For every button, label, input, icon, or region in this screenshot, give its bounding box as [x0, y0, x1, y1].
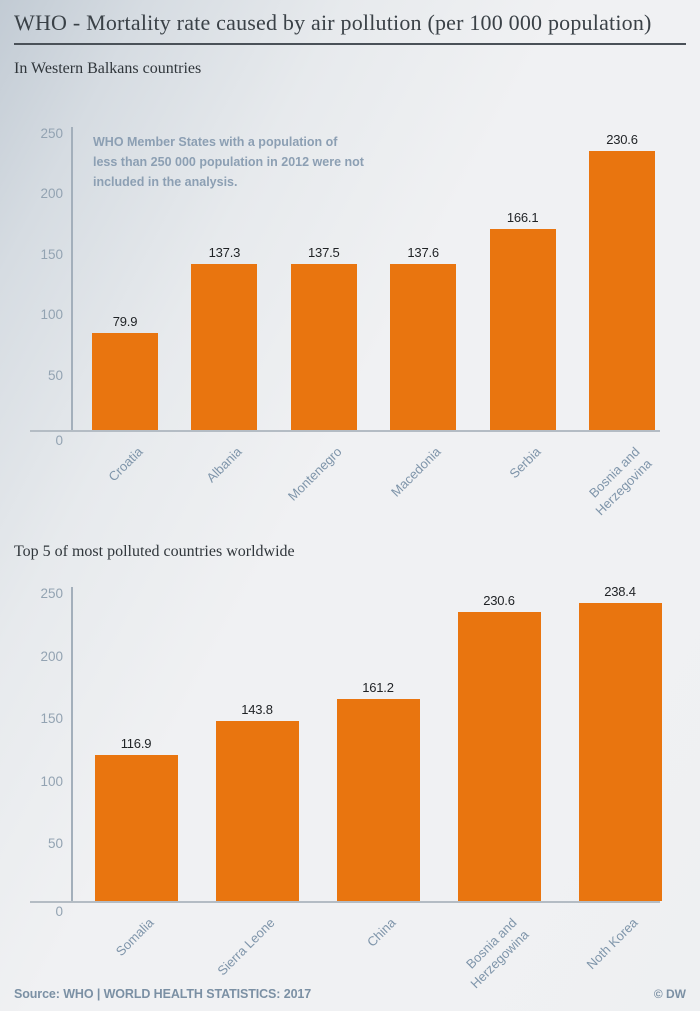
chart-balkans-subtitle: In Western Balkans countries [14, 60, 202, 77]
chart-worldwide-subtitle: Top 5 of most polluted countries worldwi… [14, 543, 295, 560]
y-axis-tick-label: 100 [40, 307, 63, 323]
bar [290, 263, 357, 430]
y-axis-tick-label: 0 [55, 904, 63, 919]
bar [589, 151, 655, 430]
chart-annotation: WHO Member States with a population of l… [93, 135, 364, 189]
bar-value-label: 238.4 [604, 583, 636, 599]
bar [489, 229, 556, 430]
bar [390, 263, 457, 430]
bar-value-label: 116.9 [120, 735, 152, 751]
dw-credit: © DW [653, 987, 686, 1001]
bar-value-label: 79.9 [112, 314, 138, 330]
y-axis-tick-label: 250 [40, 126, 63, 141]
bar [191, 264, 258, 430]
header: WHO - Mortality rate caused by air pollu… [14, 10, 686, 45]
chart-balkans: WHO Member States with a population of l… [30, 126, 660, 518]
y-axis-tick-label: 200 [40, 186, 63, 202]
y-axis-tick-label: 100 [40, 773, 63, 789]
y-axis-tick-label: 150 [40, 246, 63, 262]
bar-value-label: 143.8 [241, 701, 273, 717]
source-text: Source: WHO | WORLD HEALTH STATISTICS: 2… [14, 987, 312, 1001]
bar-value-label: 137.6 [407, 244, 439, 260]
bar-value-label: 230.6 [606, 132, 638, 148]
bar [578, 602, 662, 901]
y-axis-tick-label: 150 [40, 711, 63, 727]
y-axis-tick-label: 200 [40, 648, 63, 664]
bar-value-label: 166.1 [506, 210, 539, 226]
bar [215, 720, 299, 901]
bar [94, 754, 178, 901]
chart-worldwide: 0 50 100 150 200 250 116.9 Somalia 143.8 Sierra L… [30, 584, 662, 991]
y-axis-tick-label: 0 [55, 433, 63, 448]
page-title: WHO - Mortality rate caused by air pollu… [14, 10, 652, 35]
y-axis-tick-label: 50 [47, 836, 63, 852]
title-underline [14, 43, 686, 45]
bar [457, 612, 541, 901]
y-axis-tick-label: 250 [40, 586, 63, 601]
bar-value-label: 230.6 [483, 593, 515, 609]
footer: Source: WHO | WORLD HEALTH STATISTICS: 2… [14, 985, 686, 1001]
y-axis-tick-label: 50 [47, 367, 63, 383]
bar-value-label: 137.3 [208, 245, 241, 261]
bar-value-label: 137.5 [308, 244, 340, 260]
bar-value-label: 161.2 [362, 680, 394, 696]
y-axis-line [71, 127, 73, 432]
bar [92, 333, 158, 430]
y-axis-line [71, 587, 73, 903]
x-axis-line [30, 901, 660, 903]
x-axis-line [30, 430, 660, 432]
bar [336, 699, 420, 901]
